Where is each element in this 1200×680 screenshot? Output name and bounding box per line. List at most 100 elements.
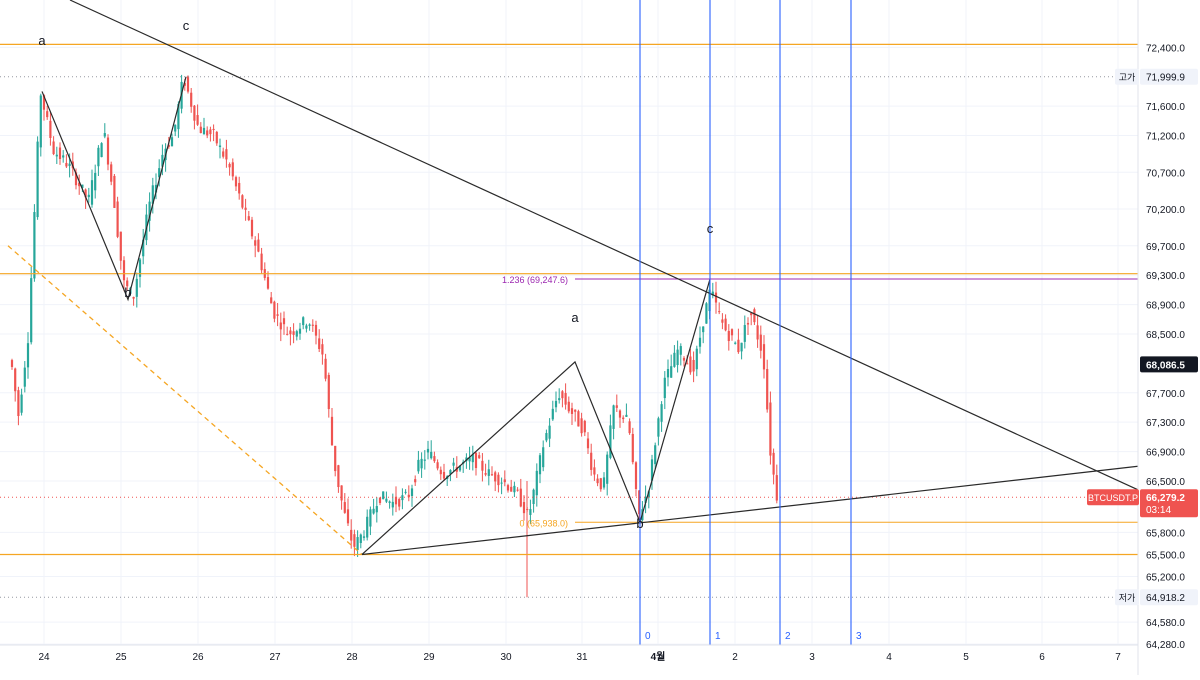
candle-body: [417, 459, 420, 472]
wave-abc-second: [361, 278, 711, 555]
x-tick-label: 25: [115, 652, 127, 663]
candle-body: [631, 433, 634, 463]
high-value: 71,999.9: [1146, 73, 1185, 84]
candle-body: [103, 133, 106, 137]
fib-label-lower: 0 (65,938.0): [519, 518, 568, 528]
candle-body: [727, 330, 730, 342]
candle-body: [388, 501, 391, 503]
candle-body: [647, 491, 650, 498]
candle-body: [391, 501, 394, 508]
candle-body: [574, 409, 577, 412]
candle-body: [436, 462, 439, 469]
candle-body: [660, 404, 663, 422]
candle-body: [775, 475, 778, 501]
candle-body: [154, 184, 158, 193]
candle-body: [622, 417, 625, 420]
candle-body: [26, 343, 30, 368]
candle-body: [36, 141, 39, 218]
dashed-support-line: [7, 245, 363, 555]
candle-body: [426, 448, 430, 453]
y-tick-label: 71,600.0: [1146, 102, 1185, 113]
time-cycle-label: 2: [785, 631, 791, 642]
fib-label-upper: 1.236 (69,247.6): [502, 275, 568, 285]
descending-trendline: [69, 0, 1139, 491]
candle-body: [724, 318, 727, 331]
candle-body: [734, 342, 737, 344]
candle-body: [218, 145, 222, 148]
candle-body: [42, 95, 46, 110]
candle-body: [356, 537, 359, 551]
candle-body: [516, 489, 519, 491]
candle-body: [753, 309, 756, 323]
price-axis-panel: [1138, 0, 1200, 675]
candle-body: [561, 391, 564, 399]
candle-body: [228, 163, 231, 168]
y-tick-label: 66,500.0: [1146, 477, 1185, 488]
candle-body: [350, 529, 353, 541]
candle-body: [522, 502, 526, 514]
candle-body: [756, 325, 759, 340]
candle-body: [308, 324, 311, 326]
candle-body: [378, 497, 382, 503]
candle-body: [97, 147, 100, 167]
x-tick-label: 28: [346, 652, 358, 663]
candle-body: [705, 303, 708, 324]
candle-body: [305, 325, 308, 329]
low-value-box: [1140, 589, 1198, 606]
candle-body: [596, 478, 599, 484]
candle-body: [398, 499, 401, 507]
candle-body: [366, 516, 369, 538]
candle-body: [497, 474, 500, 486]
wave-label: c: [707, 221, 714, 236]
candle-body: [542, 447, 545, 468]
x-tick-label: 29: [423, 652, 435, 663]
time-axis-panel: [0, 645, 1138, 675]
candle-body: [590, 452, 593, 470]
candle-body: [206, 130, 209, 136]
candle-body: [538, 455, 542, 475]
candle-body: [318, 338, 321, 350]
candle-body: [231, 162, 234, 177]
candle-body: [484, 473, 487, 475]
x-tick-label: 24: [38, 652, 50, 663]
candle-body: [334, 445, 337, 472]
x-tick-label: 30: [500, 652, 512, 663]
candle-body: [487, 469, 490, 476]
high-label: 고가: [1119, 73, 1136, 83]
candle-body: [222, 151, 225, 157]
candle-body: [279, 322, 282, 330]
candle-body: [39, 95, 42, 148]
candle-body: [385, 498, 388, 502]
candle-body: [471, 454, 474, 463]
candle-body: [529, 509, 532, 515]
candle-body: [33, 212, 36, 279]
candle-body: [292, 331, 295, 335]
candle-body: [266, 277, 270, 289]
candle-body: [52, 141, 55, 155]
candle-body: [730, 329, 734, 336]
candle-body: [766, 369, 769, 410]
candle-body: [58, 147, 62, 160]
candle-body: [257, 239, 260, 252]
candle-body: [535, 470, 538, 496]
wave-label: a: [571, 310, 579, 325]
candle-body: [689, 356, 692, 373]
candle-body: [666, 369, 670, 378]
candle-body: [132, 296, 135, 299]
candle-body: [100, 143, 103, 158]
candle-body: [382, 491, 385, 500]
candle-body: [718, 311, 721, 313]
current-value-box: [1140, 489, 1198, 518]
candle-body: [449, 470, 452, 475]
y-tick-label: 70,700.0: [1146, 168, 1185, 179]
candle-body: [126, 280, 129, 287]
candle-body: [196, 115, 199, 125]
candle-body: [692, 359, 695, 372]
candle-body: [593, 467, 596, 475]
candle-body: [634, 462, 638, 489]
x-tick-label: 6: [1039, 652, 1045, 663]
